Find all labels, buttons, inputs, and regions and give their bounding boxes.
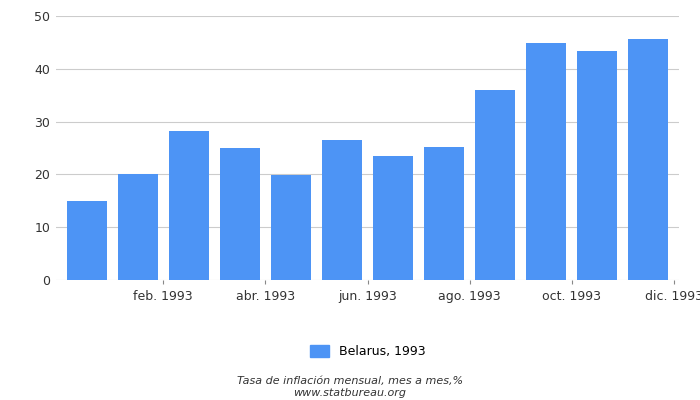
Bar xyxy=(373,156,413,280)
Bar xyxy=(578,51,617,280)
Bar xyxy=(220,148,260,280)
Text: Tasa de inflación mensual, mes a mes,%: Tasa de inflación mensual, mes a mes,% xyxy=(237,376,463,386)
Bar xyxy=(118,174,158,280)
Bar xyxy=(322,140,362,280)
Bar xyxy=(424,147,464,280)
Text: www.statbureau.org: www.statbureau.org xyxy=(293,388,407,398)
Bar xyxy=(169,131,209,280)
Legend: Belarus, 1993: Belarus, 1993 xyxy=(304,339,431,364)
Bar xyxy=(475,90,515,280)
Bar xyxy=(66,201,106,280)
Bar xyxy=(271,176,311,280)
Bar xyxy=(629,39,668,280)
Bar xyxy=(526,44,566,280)
